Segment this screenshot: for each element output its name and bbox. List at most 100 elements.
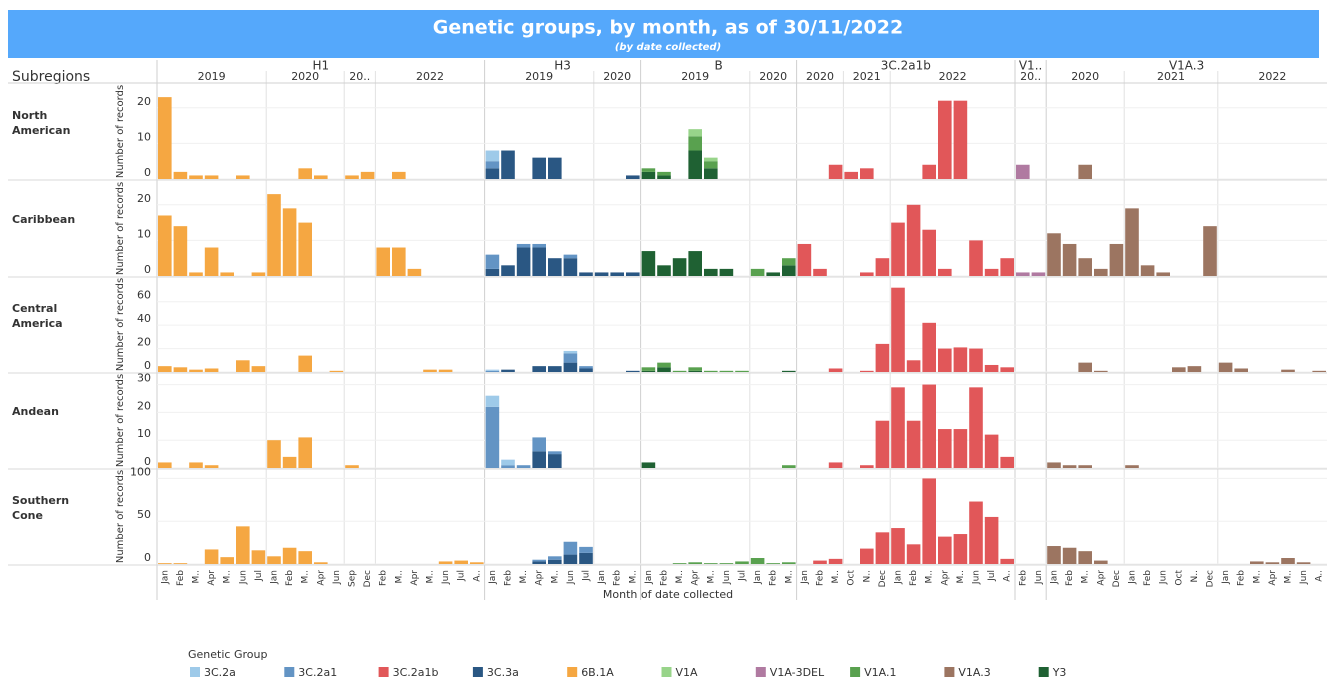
year-label: 2020 xyxy=(759,70,787,83)
bar xyxy=(360,171,375,179)
group-label: 3C.2a1b xyxy=(881,59,931,73)
bar xyxy=(657,367,671,372)
month-label: Feb xyxy=(816,570,826,586)
bar xyxy=(1140,265,1155,276)
y-axis-label: Number of records xyxy=(115,470,126,563)
bar xyxy=(641,171,656,179)
bar xyxy=(438,369,453,372)
legend-swatch xyxy=(755,667,766,677)
bar xyxy=(719,563,734,564)
bar xyxy=(236,175,250,179)
bar xyxy=(969,348,983,372)
bar xyxy=(688,129,702,137)
row-label: Central America xyxy=(12,302,63,330)
row-label: Caribbean xyxy=(12,213,75,226)
legend-label: 3C.2a xyxy=(204,666,236,679)
month-label: M.. xyxy=(675,570,685,584)
year-label: 2019 xyxy=(525,70,553,83)
month-label: Jan xyxy=(800,570,810,585)
month-label: M.. xyxy=(706,570,716,584)
bar xyxy=(516,465,531,468)
bar xyxy=(220,557,234,564)
bar xyxy=(750,268,765,276)
bar xyxy=(204,247,219,276)
bar xyxy=(1234,368,1248,372)
y-tick-label: 10 xyxy=(137,227,151,240)
bar xyxy=(922,229,936,276)
chart-title: Genetic groups, by month, as of 30/11/20… xyxy=(433,17,903,39)
bar xyxy=(298,437,312,468)
bar xyxy=(1078,465,1092,468)
legend-swatch xyxy=(567,667,578,677)
month-label: Feb xyxy=(1237,570,1247,586)
bar xyxy=(704,370,718,372)
bar xyxy=(485,395,500,407)
month-label: Feb xyxy=(660,570,670,586)
y-tick-label: 20 xyxy=(137,192,151,205)
month-label: A.. xyxy=(1003,570,1013,582)
bar xyxy=(953,429,968,468)
legend-label: V1A xyxy=(676,666,699,679)
y-tick-label: 0 xyxy=(144,166,151,179)
month-label: Feb xyxy=(504,570,514,586)
year-label: 2022 xyxy=(939,70,967,83)
bar xyxy=(470,562,484,564)
bar xyxy=(204,549,219,564)
month-label: M.. xyxy=(550,570,560,584)
year-label: 20.. xyxy=(349,70,370,83)
month-label: Jul xyxy=(457,570,467,582)
bar xyxy=(657,175,671,179)
month-label: Jan xyxy=(270,570,280,585)
month-label: M.. xyxy=(1284,570,1294,584)
bar xyxy=(173,367,188,372)
legend-swatch xyxy=(190,667,200,677)
bar xyxy=(298,355,312,372)
y-tick-label: 30 xyxy=(137,372,151,385)
bar xyxy=(204,465,219,468)
bar xyxy=(875,258,890,276)
year-label: 2020 xyxy=(291,70,319,83)
bar xyxy=(953,534,968,564)
year-label: 2020 xyxy=(1071,70,1099,83)
bar xyxy=(314,175,328,179)
legend-swatch xyxy=(944,667,955,677)
bar xyxy=(532,561,546,564)
bar xyxy=(454,560,468,564)
month-label: Jul xyxy=(987,570,997,582)
bar xyxy=(579,552,593,564)
month-label: Apr xyxy=(410,570,420,586)
bar xyxy=(657,265,671,276)
bar xyxy=(922,322,936,372)
bar xyxy=(766,272,780,276)
legend-label: Y3 xyxy=(1052,666,1067,679)
bar xyxy=(1094,560,1108,564)
y-tick-label: 0 xyxy=(144,551,151,564)
bar xyxy=(688,562,702,564)
legend-label: 3C.2a1b xyxy=(393,666,439,679)
bar xyxy=(875,532,890,564)
bar xyxy=(969,501,983,564)
month-label: Apr xyxy=(691,570,701,586)
bar xyxy=(906,204,921,276)
bar xyxy=(672,370,687,372)
bar xyxy=(267,556,281,564)
bar xyxy=(563,350,578,354)
y-tick-label: 10 xyxy=(137,130,151,143)
bar xyxy=(1016,272,1030,276)
bar xyxy=(704,157,718,162)
month-label: Feb xyxy=(1065,570,1075,586)
bar xyxy=(688,367,702,371)
group-label: B xyxy=(714,59,722,73)
bar xyxy=(251,550,266,564)
bar xyxy=(563,353,578,363)
bar xyxy=(314,562,328,564)
bar xyxy=(657,171,671,176)
bar xyxy=(860,168,874,179)
month-label: Dec xyxy=(363,570,373,587)
bar xyxy=(641,168,656,172)
bar xyxy=(1218,362,1233,372)
month-label: Feb xyxy=(176,570,186,586)
bar xyxy=(984,268,999,276)
bar xyxy=(158,366,172,372)
month-label: Oct xyxy=(1174,570,1184,586)
